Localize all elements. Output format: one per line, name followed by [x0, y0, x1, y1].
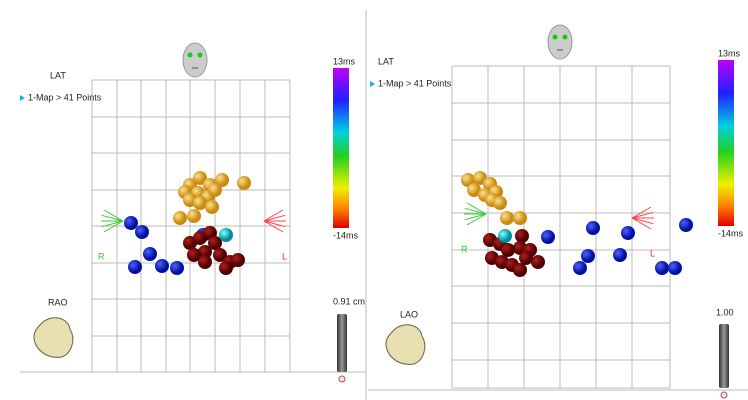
- map-point: [655, 261, 669, 275]
- map-point: [493, 196, 507, 210]
- map-point: [531, 255, 545, 269]
- map-point: [124, 216, 138, 230]
- map-point: [515, 229, 529, 243]
- map-point: [208, 236, 222, 250]
- map-point: [541, 230, 555, 244]
- map-point: [170, 261, 184, 275]
- grid: [91, 79, 291, 373]
- label: LAT: [50, 70, 66, 80]
- map-point: [519, 251, 533, 265]
- zoom-bar: [337, 314, 347, 372]
- axis-l: [263, 214, 286, 222]
- axis-l: [631, 211, 654, 219]
- map-point: [173, 211, 187, 225]
- map-point: [467, 183, 481, 197]
- face: [182, 42, 208, 78]
- axis-r-label: R: [98, 251, 105, 261]
- map-point: [586, 221, 600, 235]
- scale-min: -14ms: [718, 228, 744, 238]
- axis-r: [464, 207, 487, 215]
- heart: [385, 324, 426, 365]
- map-point: [198, 245, 212, 259]
- map-point: [193, 196, 207, 210]
- view-label: RAO: [48, 297, 68, 307]
- map-point: [208, 183, 222, 197]
- eye: [197, 52, 203, 58]
- axis-r: [466, 202, 487, 215]
- color-bar: [718, 60, 734, 226]
- map-point: [500, 211, 514, 225]
- zoom-label: 1.00: [716, 307, 734, 317]
- eye: [562, 34, 568, 40]
- map-point: [237, 176, 251, 190]
- heart: [33, 317, 74, 358]
- map-point: [513, 211, 527, 225]
- axis-r: [103, 209, 124, 222]
- axis-r: [101, 220, 124, 228]
- map-point: [128, 260, 142, 274]
- zoom-knob: [720, 391, 728, 399]
- map-point: [668, 261, 682, 275]
- zoom-bar: [719, 324, 729, 388]
- map-point: [193, 171, 207, 185]
- axis-l: [263, 220, 286, 228]
- map-point: [219, 261, 233, 275]
- map-point: [205, 200, 219, 214]
- axis-l: [631, 206, 652, 219]
- axis-r-label: R: [461, 244, 468, 254]
- map-info: 1-Map > 41 Points: [28, 92, 102, 102]
- map-point: [501, 243, 515, 257]
- label: LAT: [378, 56, 394, 66]
- map-info: 1-Map > 41 Points: [378, 78, 452, 88]
- map-point: [198, 255, 212, 269]
- map-point: [573, 261, 587, 275]
- map-point: [135, 225, 149, 239]
- map-point: [679, 218, 693, 232]
- map-point: [187, 248, 201, 262]
- eye: [187, 52, 193, 58]
- axis-l: [263, 220, 284, 233]
- panel-right: LAT 1-Map > 41 Points 13ms -14ms R L LAO 1.00: [368, 24, 748, 399]
- scale-min: -14ms: [333, 230, 359, 240]
- map-point: [215, 173, 229, 187]
- axis-l: [631, 217, 652, 230]
- map-point: [613, 248, 627, 262]
- axis-l-label: L: [282, 251, 287, 261]
- map-point: [155, 259, 169, 273]
- map-point: [498, 229, 512, 243]
- axis-r: [101, 214, 124, 222]
- view-label: LAO: [400, 309, 418, 319]
- map-point: [213, 248, 227, 262]
- axis-l: [631, 217, 654, 225]
- map-point: [143, 247, 157, 261]
- grid: [451, 65, 671, 389]
- map-point: [231, 253, 245, 267]
- map-point: [621, 226, 635, 240]
- axis-r: [466, 213, 487, 226]
- map-point: [513, 263, 527, 277]
- panel-left: LAT 1-Map > 41 Points 13ms -14ms R L RAO 0.91 c…: [20, 42, 365, 383]
- map-point: [219, 228, 233, 242]
- axis-r: [103, 220, 124, 233]
- map-point: [581, 249, 595, 263]
- map-arrow: [20, 95, 25, 101]
- scale-max: 13ms: [718, 48, 741, 58]
- eye: [552, 34, 558, 40]
- map-point: [187, 209, 201, 223]
- zoom-label: 0.91 cm: [333, 296, 365, 306]
- axis-l-label: L: [650, 248, 655, 258]
- zoom-knob: [338, 375, 346, 383]
- color-bar: [333, 68, 349, 228]
- face: [547, 24, 573, 60]
- axis-r: [464, 213, 487, 221]
- axis-l: [263, 209, 284, 222]
- map-arrow: [370, 81, 375, 87]
- scale-max: 13ms: [333, 56, 356, 66]
